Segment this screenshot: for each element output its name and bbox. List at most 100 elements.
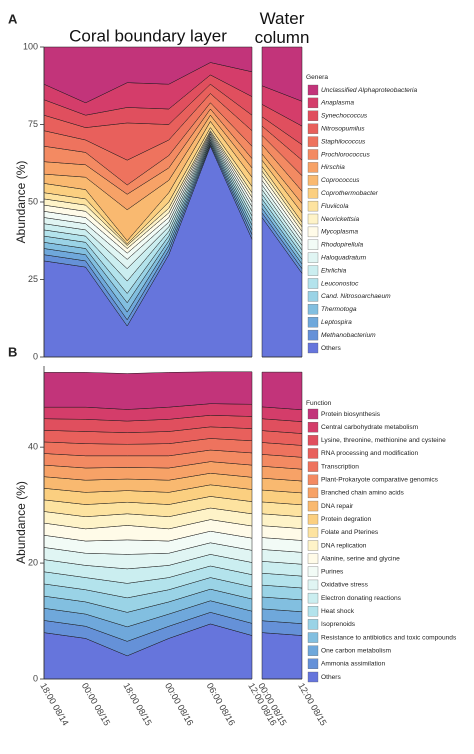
- legend-swatch: [307, 342, 319, 354]
- x-tick-label: 00:00 08/16: [163, 681, 195, 727]
- y-tick-label: 100: [23, 41, 38, 51]
- legend-swatch: [307, 592, 319, 604]
- legend-label: Rhodopirellula: [321, 242, 363, 249]
- x-tick-label: 18:00 08/15: [121, 681, 153, 727]
- water-area: [261, 371, 303, 411]
- legend-swatch: [307, 162, 319, 173]
- legend-swatch: [307, 291, 319, 302]
- legend-label: Electron donating reactions: [321, 595, 402, 602]
- legend-swatch: [307, 226, 319, 238]
- legend-label: Fluviicola: [321, 203, 349, 210]
- legend-swatch: [307, 658, 319, 669]
- legend-swatch: [307, 278, 319, 289]
- legend-swatch: [307, 500, 319, 512]
- legend-swatch: [307, 329, 319, 341]
- legend-label: Central carbohydrate metabolism: [321, 424, 419, 431]
- legend-swatch: [307, 553, 319, 564]
- legend-label: Coprothermobacter: [321, 190, 379, 197]
- legend-swatch: [307, 188, 319, 199]
- legend-swatch: [307, 213, 319, 225]
- legend-swatch: [307, 265, 319, 276]
- legend-label: RNA processing and modification: [321, 450, 418, 457]
- y-tick-label: 25: [28, 274, 38, 284]
- legend-swatch: [307, 527, 319, 538]
- legend-label: Methanobacterium: [321, 332, 376, 339]
- y-axis-label: Abundance (%): [14, 161, 28, 244]
- legend-label: Thermotoga: [321, 306, 357, 313]
- legend-label: Hirschia: [321, 164, 345, 171]
- coral-title: Coral boundary layer: [69, 26, 227, 45]
- legend-label: Anaplasma: [320, 100, 354, 107]
- legend-label: Neorickettsia: [321, 216, 359, 223]
- legend-label: Branched chain amino acids: [321, 490, 405, 497]
- legend-label: Nitrosopumilus: [321, 125, 365, 132]
- legend-swatch: [307, 671, 319, 683]
- legend-swatch: [307, 487, 319, 499]
- legend-swatch: [307, 619, 319, 630]
- legend-label: Lysine, threonine, methionine and cystei…: [321, 437, 446, 444]
- legend-swatch: [307, 252, 319, 263]
- legend-label: Folate and Pterines: [321, 529, 379, 536]
- legend-swatch: [307, 110, 319, 121]
- legend-swatch: [307, 97, 319, 109]
- legend-label: Transcription: [321, 463, 359, 470]
- panel-label: B: [8, 344, 17, 359]
- legend-swatch: [307, 606, 319, 617]
- legend-swatch: [307, 435, 319, 446]
- legend-label: Plant-Prokaryote comparative genomics: [321, 477, 439, 484]
- water-area: [261, 46, 303, 102]
- legend-swatch: [307, 461, 319, 472]
- legend-swatch: [307, 304, 319, 315]
- legend-label: DNA replication: [321, 542, 367, 549]
- legend-label: DNA repair: [321, 503, 354, 510]
- legend-label: Staphilococcus: [321, 138, 366, 145]
- x-tick-label: 12:00 08/15: [296, 681, 328, 727]
- legend-label: Protein degration: [321, 516, 372, 523]
- legend-swatch: [307, 514, 319, 525]
- legend-swatch: [307, 123, 319, 134]
- legend-swatch: [307, 136, 319, 147]
- x-tick-label: 00:00 08/15: [80, 681, 112, 727]
- legend-label: Alanine, serine and glycine: [321, 555, 400, 562]
- legend-label: Leuconostoc: [321, 280, 359, 287]
- legend-swatch: [307, 579, 319, 591]
- y-tick-label: 0: [33, 673, 38, 683]
- legend-label: Coprococcus: [321, 177, 360, 184]
- legend-swatch: [307, 566, 319, 577]
- legend-swatch: [307, 474, 319, 485]
- legend-label: Unclassified Alphaproteobacteria: [321, 87, 417, 94]
- legend-swatch: [307, 149, 319, 160]
- legend-swatch: [307, 84, 319, 96]
- legend-label: Others: [321, 674, 341, 681]
- y-tick-label: 75: [28, 119, 38, 129]
- legend-swatch: [307, 540, 319, 551]
- y-tick-label: 20: [28, 557, 38, 567]
- legend-label: Cand. Nitrosoarchaeum: [321, 293, 391, 300]
- legend-label: Heat shock: [321, 608, 355, 615]
- water-area: [261, 632, 303, 680]
- y-tick-label: 50: [28, 196, 38, 206]
- legend-label: Others: [321, 345, 341, 352]
- legend-label: Haloquadratum: [321, 254, 367, 261]
- legend-label: Ehrlichia: [321, 267, 347, 274]
- coral-area: [43, 371, 253, 410]
- water-title: Water column: [255, 9, 310, 47]
- legend-swatch: [307, 317, 319, 328]
- legend-swatch: [307, 632, 319, 643]
- x-tick-label: 06:00 08/16: [205, 681, 237, 727]
- legend-label: Resistance to antibiotics and toxic comp…: [321, 634, 457, 641]
- legend-label: Protein biosynthesis: [321, 411, 381, 418]
- legend-title: Genera: [306, 74, 328, 81]
- legend-swatch: [307, 200, 319, 212]
- legend-swatch: [307, 175, 319, 186]
- legend-label: Ammonia assimilation: [321, 661, 385, 668]
- legend-label: Synechococcus: [321, 113, 368, 120]
- legend-swatch: [307, 448, 319, 459]
- legend-label: Prochlorococcus: [321, 151, 370, 158]
- legend-label: Oxidative stress: [321, 582, 369, 589]
- y-axis-label: Abundance (%): [14, 481, 28, 564]
- legend-swatch: [307, 421, 319, 433]
- legend-swatch: [307, 645, 319, 656]
- legend-label: One carbon metabolism: [321, 647, 392, 654]
